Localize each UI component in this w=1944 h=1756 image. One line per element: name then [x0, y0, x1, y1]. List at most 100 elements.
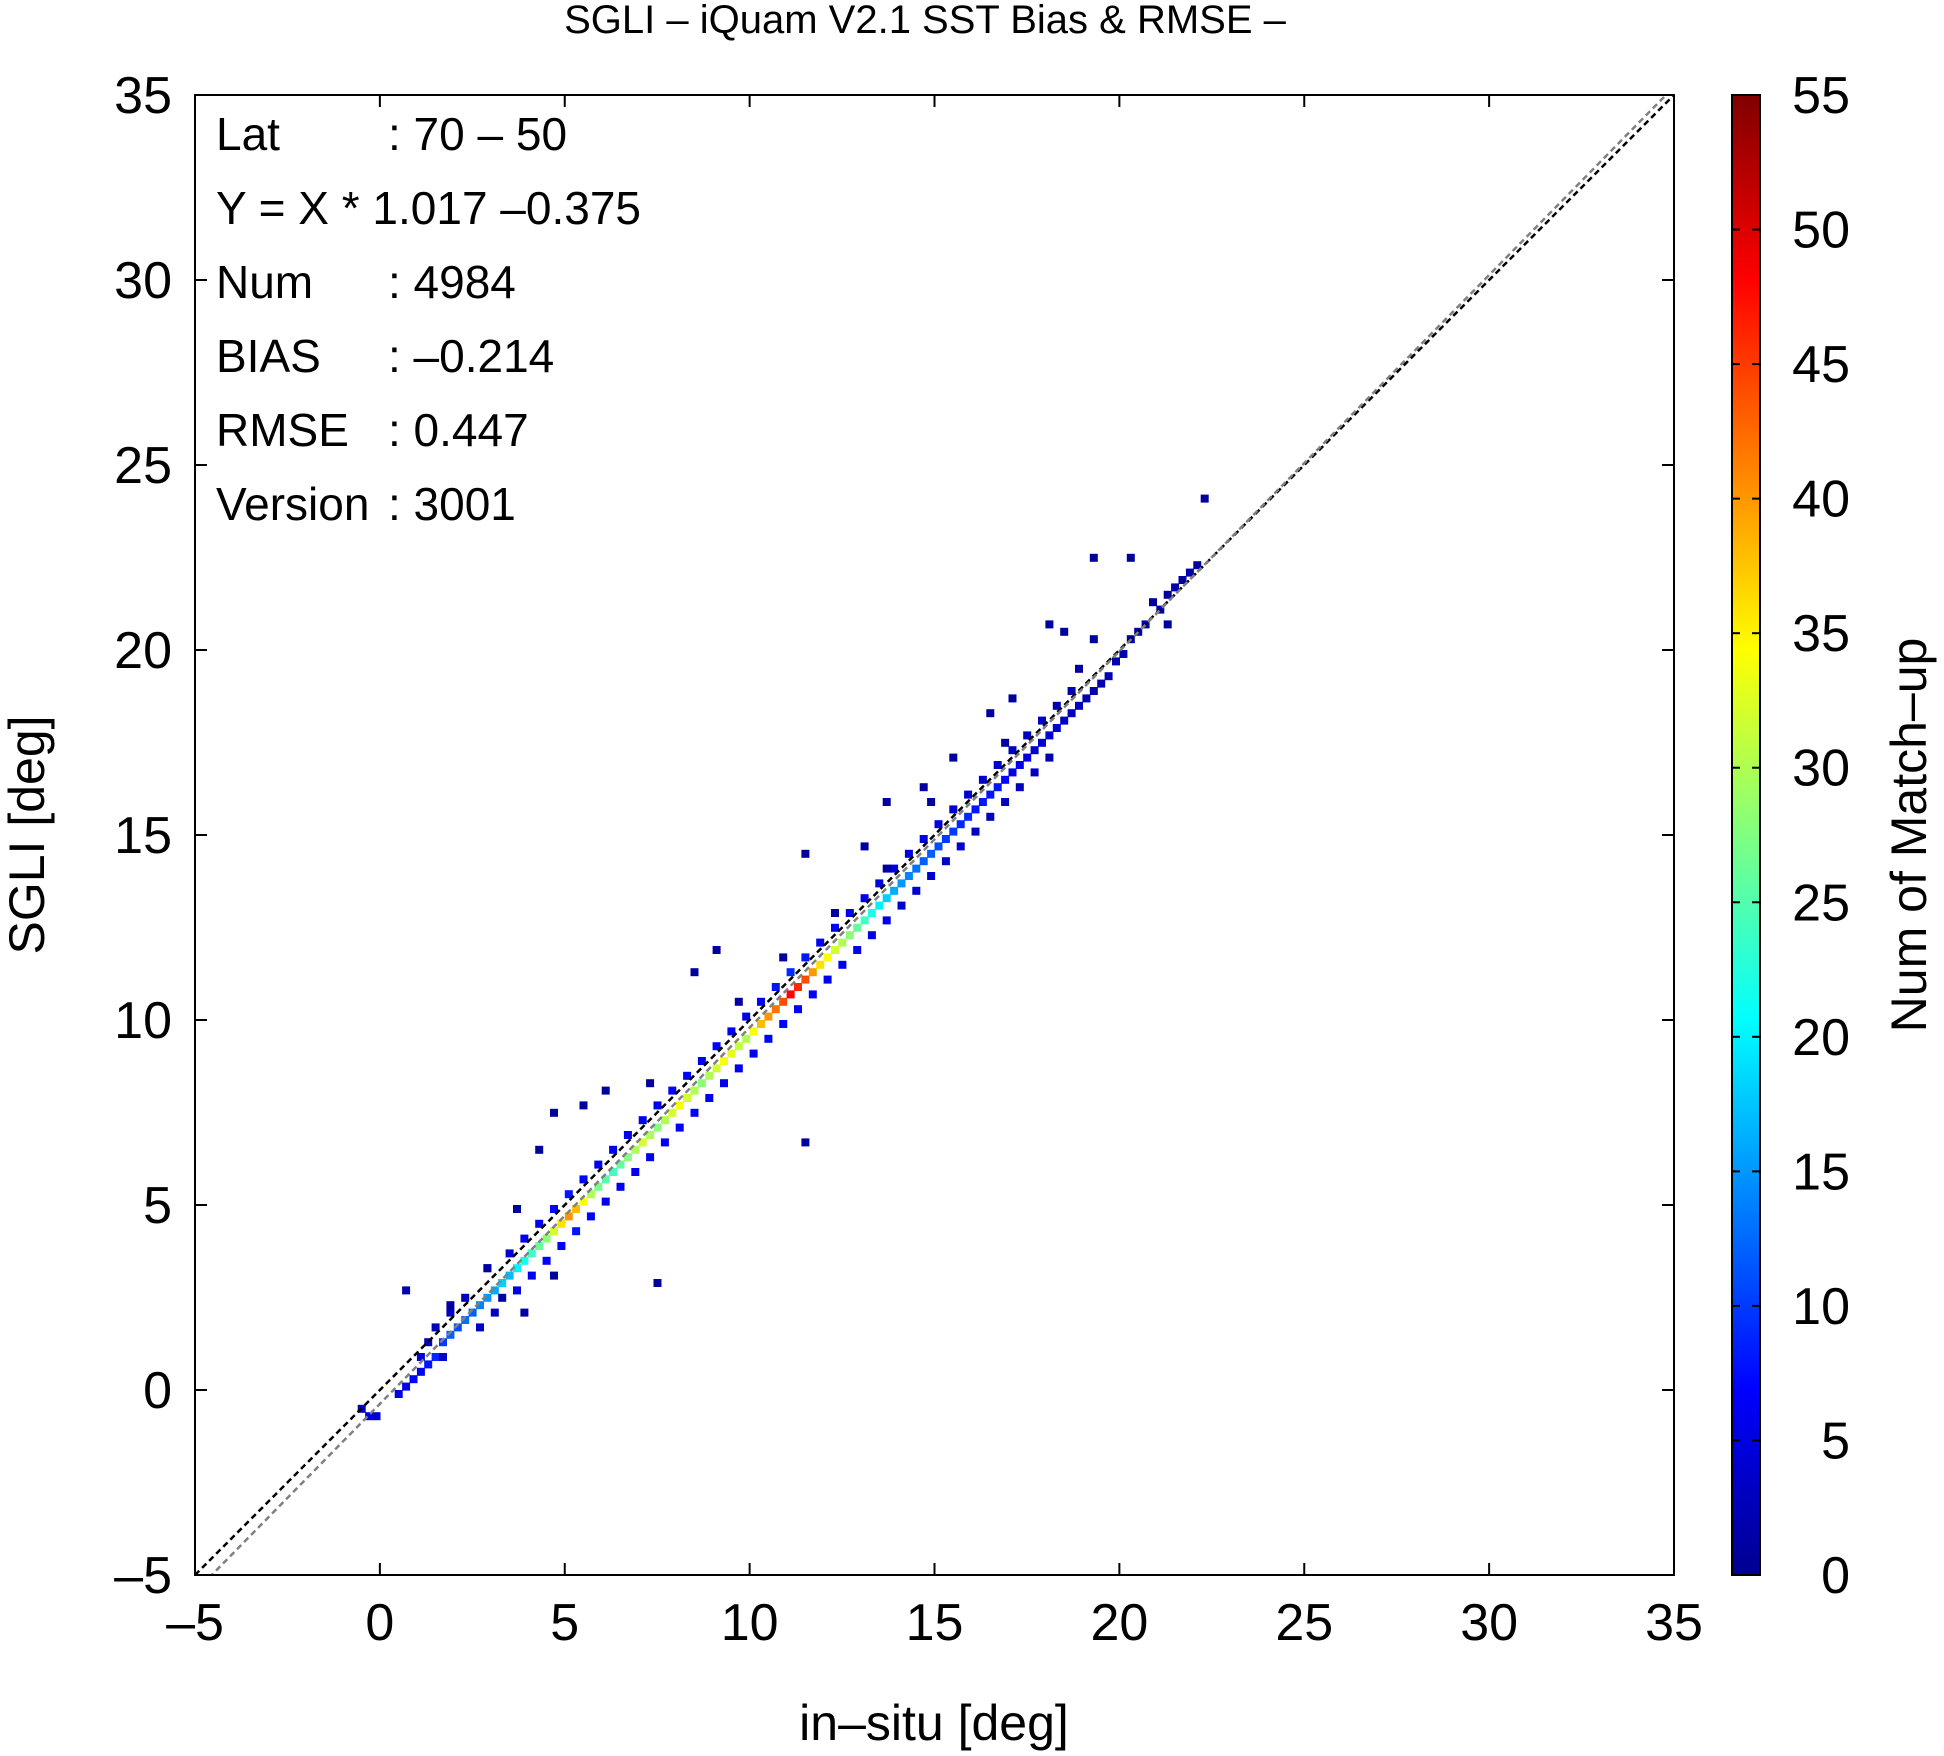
- heatmap-bin: [919, 857, 928, 866]
- heatmap-bin: [505, 1249, 514, 1258]
- heatmap-bin: [749, 1049, 758, 1058]
- x-tick-label: 10: [721, 1594, 779, 1652]
- heatmap-bin: [646, 1079, 655, 1088]
- heatmap-bin: [1193, 561, 1202, 570]
- heatmap-bin: [446, 1330, 455, 1339]
- heatmap-bin: [1045, 731, 1054, 740]
- heatmap-bin: [579, 1175, 588, 1184]
- heatmap-bin: [653, 1101, 662, 1110]
- heatmap-bin: [934, 842, 943, 851]
- heatmap-bin: [1023, 753, 1032, 762]
- heatmap-bin: [1178, 576, 1187, 584]
- x-tick-label: 35: [1645, 1594, 1703, 1652]
- heatmap-bin: [616, 1182, 625, 1191]
- stat-value: : 0.447: [388, 404, 529, 456]
- colorbar-tick-label: 20: [1792, 1009, 1850, 1067]
- heatmap-bin: [439, 1338, 447, 1347]
- heatmap-bin: [520, 1234, 529, 1243]
- y-tick-label: 10: [114, 992, 172, 1050]
- heatmap-bin: [882, 798, 891, 806]
- heatmap-bin: [831, 946, 839, 954]
- heatmap-bin: [690, 1108, 699, 1117]
- heatmap-bin: [757, 997, 765, 1006]
- heatmap-bin: [993, 761, 1002, 769]
- heatmap-bin: [424, 1338, 433, 1347]
- heatmap-bin: [919, 835, 928, 843]
- heatmap-bin: [1163, 620, 1172, 629]
- heatmap-bin: [860, 842, 869, 851]
- heatmap-bin: [1001, 775, 1010, 784]
- y-tick-label: 25: [114, 437, 172, 495]
- colorbar: [1731, 94, 1761, 1576]
- heatmap-bin: [1097, 679, 1106, 688]
- heatmap-bin: [786, 968, 795, 977]
- heatmap-bin: [734, 1064, 743, 1073]
- heatmap-bin: [527, 1271, 536, 1280]
- heatmap-bin: [601, 1175, 610, 1184]
- heatmap-bin: [646, 1131, 655, 1139]
- heatmap-bin: [927, 872, 936, 880]
- heatmap-bin: [1104, 672, 1113, 681]
- heatmap-bin: [712, 1064, 721, 1073]
- colorbar-tick-label: 45: [1792, 336, 1850, 394]
- heatmap-bin: [1089, 553, 1098, 562]
- colorbar-tick-label: 15: [1792, 1143, 1850, 1201]
- heatmap-bin: [757, 1020, 765, 1028]
- heatmap-bin: [446, 1301, 455, 1310]
- heatmap-bin: [513, 1286, 521, 1295]
- heatmap-bin: [631, 1168, 640, 1176]
- y-axis-label: SGLI [deg]: [0, 715, 55, 954]
- heatmap-bin: [498, 1293, 507, 1302]
- heatmap-bin: [1023, 731, 1032, 740]
- stat-value: : 4984: [388, 256, 516, 308]
- x-tick-label: 30: [1460, 1594, 1518, 1652]
- heatmap-bin: [801, 975, 810, 984]
- y-tick-label: –5: [114, 1547, 172, 1605]
- x-axis-label: in–situ [deg]: [799, 1695, 1069, 1751]
- heatmap-bin: [904, 872, 913, 880]
- heatmap-bin: [1060, 627, 1069, 636]
- heatmap-bin: [601, 1197, 610, 1206]
- heatmap-bin: [1038, 716, 1046, 725]
- heatmap-bin: [971, 805, 980, 814]
- heatmap-bin: [535, 1145, 544, 1154]
- heatmap-bin: [586, 1212, 595, 1221]
- heatmap-bin: [771, 1005, 780, 1014]
- heatmap-bin: [779, 1020, 788, 1028]
- heatmap-bin: [402, 1286, 411, 1295]
- heatmap-bin: [697, 1057, 706, 1065]
- heatmap-bin: [520, 1308, 529, 1317]
- heatmap-bin: [978, 775, 987, 784]
- heatmap-bin: [986, 790, 995, 799]
- heatmap-bin: [675, 1101, 684, 1110]
- heatmap-bin: [1045, 753, 1054, 762]
- heatmap-bin: [794, 1005, 802, 1014]
- heatmap-bin: [1015, 761, 1024, 769]
- heatmap-bin: [860, 916, 869, 925]
- heatmap-bins: [357, 494, 1209, 1421]
- heatmap-bin: [956, 842, 965, 851]
- heatmap-bin: [1149, 598, 1157, 607]
- heatmap-bin: [801, 953, 810, 962]
- heatmap-bin: [697, 1079, 706, 1088]
- heatmap-bin: [365, 1412, 374, 1421]
- heatmap-bin: [1001, 798, 1010, 806]
- heatmap-bin: [668, 1108, 677, 1117]
- x-tick-label: 0: [365, 1594, 394, 1652]
- colorbar-tick-label: 25: [1792, 874, 1850, 932]
- heatmap-bin: [372, 1412, 381, 1421]
- heatmap-bin: [786, 990, 795, 999]
- stat-key: Num: [216, 256, 313, 308]
- heatmap-bin: [749, 1027, 758, 1036]
- colorbar-label: Num of Match–up: [1881, 638, 1937, 1033]
- heatmap-bin: [431, 1353, 440, 1361]
- heatmap-bin: [919, 783, 928, 792]
- heatmap-bin: [653, 1123, 662, 1132]
- heatmap-bin: [860, 894, 869, 903]
- heatmap-bin: [927, 849, 936, 858]
- x-tick-label: 15: [906, 1594, 964, 1652]
- heatmap-bin: [1008, 746, 1017, 755]
- heatmap-bin: [867, 909, 876, 917]
- heatmap-bin: [409, 1375, 418, 1384]
